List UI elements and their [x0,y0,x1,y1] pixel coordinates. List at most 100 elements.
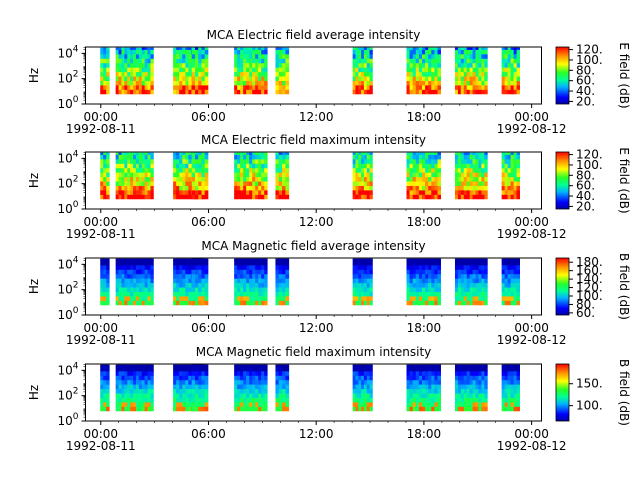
spectrogram-cell [237,80,241,86]
spectrogram-cell [434,366,438,372]
spectrogram-cell [507,291,512,297]
spectrogram-cell [504,176,509,182]
spectrogram-cell [179,47,183,50]
y-tick-label: 102 [57,175,78,191]
spectrogram-cell [352,402,356,407]
spectrogram-cell [434,406,438,412]
spectrogram-cell [415,393,420,398]
spectrogram-cell [182,85,186,90]
spectrogram-cell [437,154,441,160]
spectrogram-cell [124,370,128,376]
spectrogram-cell [472,397,476,403]
spectrogram-cell [130,89,134,95]
spectrogram-cell [460,47,465,50]
spectrogram-cell [466,258,471,261]
spectrogram-cell [121,154,125,160]
spectrogram-cell [457,364,462,367]
spectrogram-cell [428,80,432,86]
spectrogram-cell [127,158,131,164]
spectrogram-cell [147,397,151,403]
spectrogram-cell [406,287,410,292]
spectrogram-cell [103,384,107,390]
spectrogram-cell [469,287,473,292]
spectrogram-cell [118,158,122,164]
spectrogram-cell [463,158,468,164]
spectrogram-cell [358,384,362,390]
spectrogram-cell [150,163,154,169]
spectrogram-cell [118,384,122,390]
spectrogram-cell [234,264,238,270]
spectrogram-cell [100,260,104,266]
spectrogram-cell [454,296,459,301]
spectrogram-cell [103,71,107,77]
spectrogram-cell [261,76,265,81]
colorbar-tick-label: 120. [576,43,603,57]
spectrogram-cell [138,258,143,261]
spectrogram-cell [422,384,426,390]
panel-3: MCA Magnetic field average intensityHz10… [27,239,631,347]
spectrogram-cell [422,76,426,81]
spectrogram-cell [513,53,517,59]
spectrogram-cell [481,260,485,266]
spectrogram-cell [457,47,462,50]
spectrogram-cell [127,58,131,64]
spectrogram-cell [437,163,441,169]
spectrogram-cell [425,273,429,279]
spectrogram-cell [124,194,128,200]
spectrogram-cell [127,53,131,59]
spectrogram-cell [428,172,432,178]
spectrogram-cell [434,287,438,292]
spectrogram-cell [425,258,429,261]
spectrogram-cell [127,167,131,173]
spectrogram-cell [478,154,482,160]
spectrogram-cell [463,287,468,292]
spectrogram-cell [434,269,438,275]
spectrogram-cell [278,379,283,385]
spectrogram-cell [418,181,423,186]
spectrogram-cell [409,53,414,59]
spectrogram-cell [412,190,417,195]
x-tick-label: 12:00 [299,110,334,124]
spectrogram-cell [147,85,151,90]
spectrogram-cell [463,375,468,381]
spectrogram-cell [188,296,192,301]
spectrogram-cell [428,71,432,77]
spectrogram-cell [406,379,410,385]
spectrogram-cell [138,260,143,266]
spectrogram-cell [418,260,423,266]
spectrogram-cell [179,172,183,178]
spectrogram-cell [472,273,476,279]
spectrogram-cell [460,260,465,266]
spectrogram-cell [412,67,417,73]
spectrogram-cell [249,71,253,77]
spectrogram-cell [415,190,420,195]
spectrogram-cell [191,181,196,186]
spectrogram-cell [355,76,359,81]
spectrogram-cell [478,406,482,412]
spectrogram-cell [415,167,420,173]
spectrogram-cell [418,85,423,90]
spectrogram-cell [106,388,110,394]
spectrogram-cell [195,300,199,306]
spectrogram-cell [179,300,183,306]
spectrogram-cell [124,85,128,90]
spectrogram-cell [188,176,192,182]
spectrogram-cell [355,287,359,292]
spectrogram-cell [460,388,465,394]
spectrogram-cell [422,80,426,86]
spectrogram-cell [185,194,189,200]
spectrogram-cell [355,397,359,403]
spectrogram-cell [141,190,146,195]
spectrogram-cell [243,172,247,178]
spectrogram-cell [133,370,137,376]
spectrogram-cell [115,163,119,169]
spectrogram-cell [204,163,209,169]
spectrogram-cell [425,167,429,173]
spectrogram-cell [201,273,206,279]
spectrogram-cell [406,163,410,169]
spectrogram-cell [406,158,410,164]
spectrogram-cell [406,370,410,376]
spectrogram-cell [141,364,146,367]
spectrogram-cell [463,397,468,403]
spectrogram-cell [191,379,196,385]
